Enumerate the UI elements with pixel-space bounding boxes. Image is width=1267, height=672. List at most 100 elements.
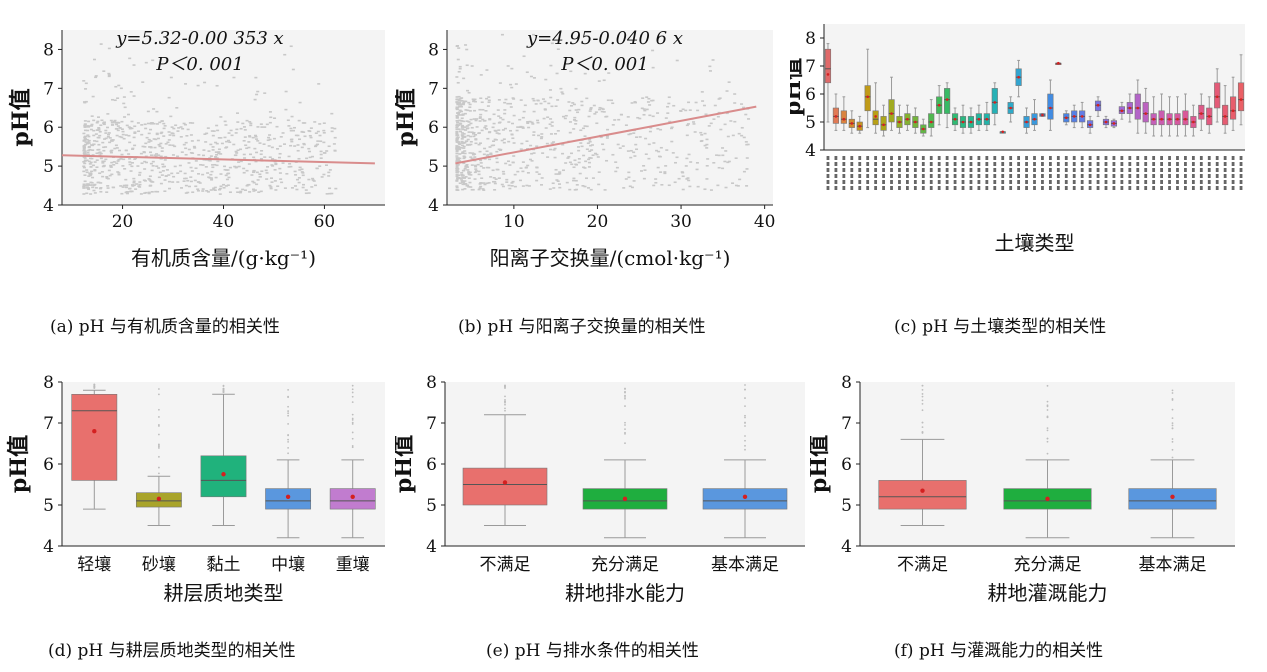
category-tick-mark: [937, 156, 941, 160]
scatter-point: [500, 183, 504, 186]
category-tick-mark: [1041, 162, 1044, 166]
scatter-point: [82, 140, 86, 142]
scatter-point: [102, 149, 106, 152]
scatter-point: [528, 120, 532, 123]
scatter-point: [256, 140, 260, 142]
scatter-point: [512, 142, 516, 144]
scatter-point: [667, 102, 671, 105]
category-tick-mark: [890, 162, 893, 166]
scatter-point: [87, 160, 91, 163]
scatter-point: [577, 146, 581, 148]
scatter-point: [650, 99, 654, 102]
category-tick-mark: [1048, 162, 1052, 166]
scatter-point: [234, 132, 238, 134]
outlier-point: [351, 431, 354, 434]
scatter-point: [290, 115, 294, 118]
category-tick-mark: [1120, 156, 1124, 160]
scatter-point: [464, 165, 468, 168]
scatter-point: [189, 166, 193, 169]
scatter-point: [97, 129, 101, 131]
scatter-point: [330, 127, 334, 129]
mean-marker: [890, 112, 893, 115]
scatter-point: [180, 187, 184, 189]
scatter-point: [170, 126, 174, 128]
category-tick-mark: [1239, 174, 1243, 178]
outlier-point: [351, 446, 354, 449]
category-tick-mark: [1056, 156, 1060, 160]
scatter-point: [503, 112, 507, 115]
scatter-point: [742, 170, 746, 173]
category-tick-mark: [1112, 168, 1116, 172]
category-tick-mark: [945, 186, 949, 190]
scatter-point: [479, 185, 483, 188]
outlier-point: [921, 388, 924, 391]
scatter-point: [532, 33, 536, 36]
scatter-point: [101, 162, 105, 164]
category-tick-mark: [866, 156, 870, 160]
scatter-point: [139, 152, 143, 155]
scatter-point: [727, 81, 731, 83]
scatter-point: [495, 150, 499, 153]
scatter-point: [102, 146, 106, 149]
scatter-point: [618, 147, 622, 149]
scatter-point: [491, 126, 495, 129]
scatter-point: [669, 127, 673, 130]
scatter-point: [291, 129, 295, 132]
scatter-point: [255, 93, 259, 96]
scatter-point: [550, 121, 554, 124]
scatter-point: [467, 186, 471, 188]
scatter-point: [482, 182, 486, 184]
scatter-point: [645, 96, 649, 98]
category-tick-mark: [826, 168, 830, 172]
scatter-point: [122, 184, 126, 187]
scatter-point: [535, 179, 539, 182]
mean-marker: [1223, 115, 1227, 118]
scatter-point: [236, 191, 240, 193]
scatter-point: [561, 152, 565, 155]
category-tick-mark: [937, 174, 941, 178]
outlier-point: [744, 448, 746, 451]
scatter-point: [147, 132, 151, 135]
scatter-point: [302, 143, 306, 146]
category-tick-mark: [1041, 156, 1044, 160]
scatter-point: [455, 132, 459, 134]
scatter-point: [565, 181, 569, 184]
scatter-point: [259, 153, 263, 156]
scatter-point: [132, 184, 136, 186]
category-tick-mark: [1144, 186, 1148, 190]
scatter-point: [656, 112, 660, 114]
scatter-point: [588, 140, 592, 143]
scatter-point: [512, 98, 516, 100]
outlier-point: [158, 423, 160, 426]
scatter-point: [474, 168, 478, 170]
scatter-point: [151, 59, 155, 62]
caption-b: (b) pH 与阳离子交换量的相关性: [458, 317, 706, 337]
mean-marker: [1041, 113, 1044, 117]
scatter-point: [87, 145, 91, 148]
scatter-point: [108, 141, 112, 144]
category-tick-mark: [1231, 156, 1235, 160]
scatter-point: [115, 134, 119, 137]
scatter-point: [503, 127, 507, 130]
outlier-point: [1046, 405, 1049, 408]
regression-equation: y=5.32-0.00 353 x: [115, 28, 283, 49]
scatter-point: [544, 127, 548, 129]
scatter-point: [100, 171, 104, 173]
scatter-point: [147, 192, 151, 195]
scatter-point: [102, 160, 106, 163]
scatter-point: [461, 124, 465, 127]
scatter-point: [457, 142, 461, 145]
scatter-point: [133, 158, 137, 160]
scatter-point: [736, 185, 740, 187]
outlier-point: [624, 397, 626, 400]
scatter-point: [234, 166, 238, 169]
category-tick-mark: [850, 180, 854, 184]
scatter-point: [83, 162, 87, 165]
scatter-point: [606, 128, 610, 131]
scatter-point: [228, 191, 232, 194]
mean-marker: [1207, 115, 1211, 118]
scatter-point: [268, 121, 272, 124]
outlier-point: [1171, 427, 1174, 430]
mean-marker: [1192, 120, 1195, 124]
scatter-point: [627, 133, 631, 136]
